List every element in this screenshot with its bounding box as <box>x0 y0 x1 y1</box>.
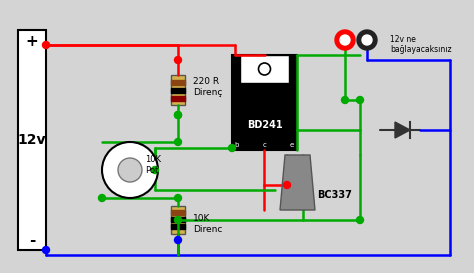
Circle shape <box>102 142 158 198</box>
Circle shape <box>341 96 348 103</box>
Circle shape <box>340 35 350 45</box>
Polygon shape <box>395 122 410 138</box>
Circle shape <box>174 57 182 64</box>
Circle shape <box>356 96 364 103</box>
FancyBboxPatch shape <box>171 206 185 234</box>
FancyBboxPatch shape <box>240 55 289 83</box>
Text: e: e <box>290 142 294 148</box>
Circle shape <box>152 167 158 174</box>
Text: b: b <box>235 142 239 148</box>
Circle shape <box>174 111 182 118</box>
Text: c: c <box>263 142 266 148</box>
Bar <box>171 224 185 229</box>
Polygon shape <box>280 155 315 210</box>
Circle shape <box>174 111 182 118</box>
Circle shape <box>174 138 182 146</box>
Circle shape <box>362 35 372 45</box>
Text: 10K
Pot: 10K Pot <box>145 155 161 175</box>
Text: 12v: 12v <box>18 133 46 147</box>
Bar <box>171 210 185 215</box>
Circle shape <box>228 144 236 152</box>
Circle shape <box>335 30 355 50</box>
Text: +: + <box>26 34 38 49</box>
Circle shape <box>118 158 142 182</box>
Circle shape <box>357 30 377 50</box>
Bar <box>171 88 185 93</box>
Circle shape <box>174 216 182 224</box>
Bar <box>171 80 185 85</box>
Circle shape <box>43 41 49 49</box>
FancyBboxPatch shape <box>232 55 297 150</box>
Circle shape <box>174 236 182 244</box>
Text: -: - <box>29 233 35 248</box>
Circle shape <box>174 194 182 201</box>
Bar <box>171 217 185 222</box>
FancyBboxPatch shape <box>18 30 46 250</box>
Circle shape <box>283 182 291 188</box>
Text: BC337: BC337 <box>317 190 352 200</box>
Circle shape <box>99 194 106 201</box>
Bar <box>171 96 185 101</box>
Circle shape <box>356 216 364 224</box>
Text: 10K
Direnc: 10K Direnc <box>193 214 222 234</box>
Text: 220 R
Direnç: 220 R Direnç <box>193 77 222 97</box>
FancyBboxPatch shape <box>171 75 185 105</box>
Text: BD241: BD241 <box>246 120 283 130</box>
Text: 12v ne
bağlayacaksınız: 12v ne bağlayacaksınız <box>390 35 452 54</box>
Circle shape <box>43 247 49 254</box>
